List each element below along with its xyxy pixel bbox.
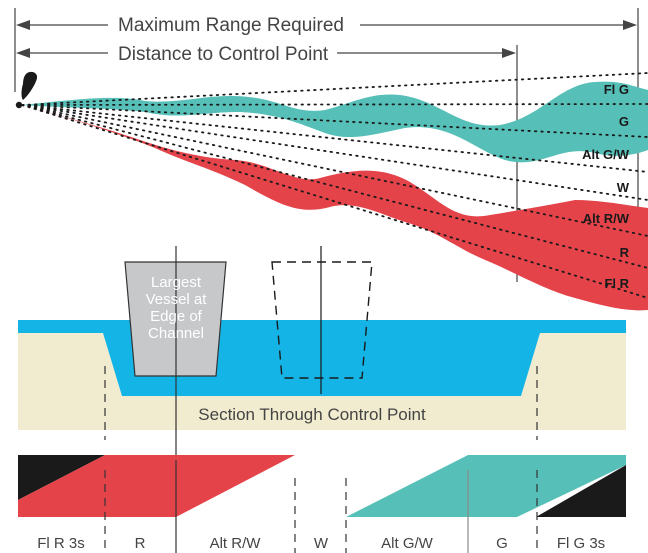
sector-label-r: R: [620, 245, 630, 260]
sector-label-alt-g-w: Alt G/W: [582, 147, 630, 162]
strip-black-right: [536, 465, 626, 517]
boundary-line: [21, 104, 648, 237]
strip-label-fl-g-3s: Fl G 3s: [557, 535, 605, 552]
sector-label-w: W: [617, 180, 630, 195]
channel-edge-guides: [104, 366, 538, 440]
max-range-arrow-left: [16, 20, 30, 30]
boundary-line: [21, 103, 648, 106]
strip-teal: [346, 455, 626, 517]
sector-label-g: G: [619, 114, 629, 129]
boundary-line: [21, 104, 648, 269]
boundary-line: [21, 104, 648, 299]
vessel-label-line-2: Vessel at: [146, 291, 208, 308]
sector-label-alt-r-w: Alt R/W: [583, 211, 630, 226]
control-arrow-right: [502, 48, 516, 58]
strip-label-alt-r-w: Alt R/W: [210, 535, 262, 552]
green-beam: [22, 81, 648, 163]
vessel-label-line-3: Edge of: [150, 308, 203, 325]
vessel-label-line-4: Channel: [148, 325, 204, 342]
boundary-line: [21, 72, 648, 106]
range-dimensions: [14, 8, 639, 282]
strip-label-r: R: [135, 535, 146, 552]
max-range-arrow-right: [623, 20, 637, 30]
sector-label-fl-g: Fl G: [604, 82, 629, 97]
strip-dividers: [104, 460, 538, 553]
strip-label-fl-r-3s: Fl R 3s: [37, 535, 85, 552]
max-range-label: Maximum Range Required: [118, 15, 344, 36]
strip-red: [18, 455, 295, 517]
channel-land: [18, 333, 626, 430]
water-surface: [18, 320, 626, 333]
control-point-label: Distance to Control Point: [118, 44, 329, 65]
sector-boundaries: [21, 72, 648, 299]
strip-label-w: W: [314, 535, 329, 552]
vessel-outline-dashed: [271, 261, 373, 379]
boundary-line: [21, 104, 648, 138]
sector-label-fl-r: Fl R: [604, 276, 629, 291]
strip-label-g: G: [496, 535, 508, 552]
red-beam: [22, 106, 648, 311]
light-source-icon: [15, 71, 38, 109]
boundary-line: [21, 104, 648, 173]
vessel-label-line-1: Largest: [151, 274, 202, 291]
section-label: Section Through Control Point: [198, 405, 426, 424]
strip-label-alt-g-w: Alt G/W: [381, 535, 434, 552]
control-arrow-left: [16, 48, 30, 58]
range-arrowheads: [16, 20, 637, 58]
boundary-line: [21, 104, 648, 201]
